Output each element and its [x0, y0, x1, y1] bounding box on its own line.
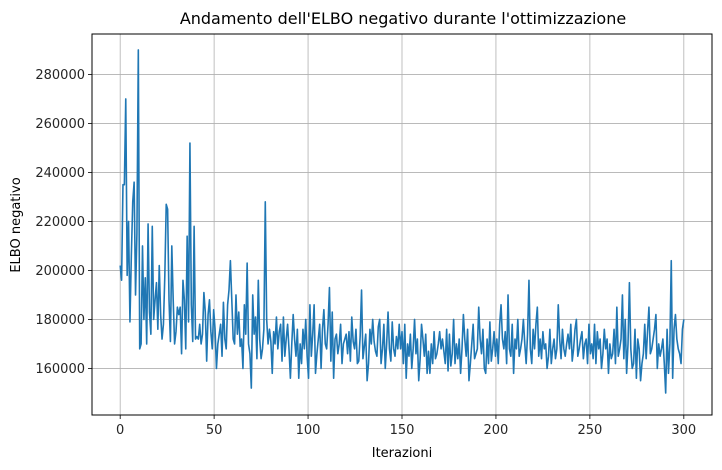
x-tick-label: 0 [116, 423, 124, 438]
y-tick-label: 200000 [35, 264, 85, 279]
y-tick-label: 180000 [35, 313, 85, 328]
grid-lines [92, 34, 712, 415]
y-tick-label: 280000 [35, 68, 85, 83]
x-axis: 0 50 100 150 200 250 300 [116, 415, 696, 438]
y-tick-label: 240000 [35, 166, 85, 181]
y-axis-label: ELBO negativo [9, 177, 24, 272]
series-layer [119, 49, 685, 394]
elbo-series-line [119, 49, 685, 394]
chart-title: Andamento dell'ELBO negativo durante l'o… [180, 9, 626, 28]
x-axis-label: Iterazioni [372, 446, 432, 461]
y-axis: 160000 180000 200000 220000 240000 260000 2800… [35, 68, 92, 377]
y-tick-label: 260000 [35, 117, 85, 132]
x-tick-label: 200 [484, 423, 509, 438]
x-tick-label: 300 [671, 423, 696, 438]
x-tick-label: 100 [296, 423, 321, 438]
x-tick-label: 250 [577, 423, 602, 438]
x-tick-label: 50 [206, 423, 223, 438]
y-tick-label: 160000 [35, 362, 85, 377]
y-tick-label: 220000 [35, 215, 85, 230]
x-tick-label: 150 [390, 423, 415, 438]
